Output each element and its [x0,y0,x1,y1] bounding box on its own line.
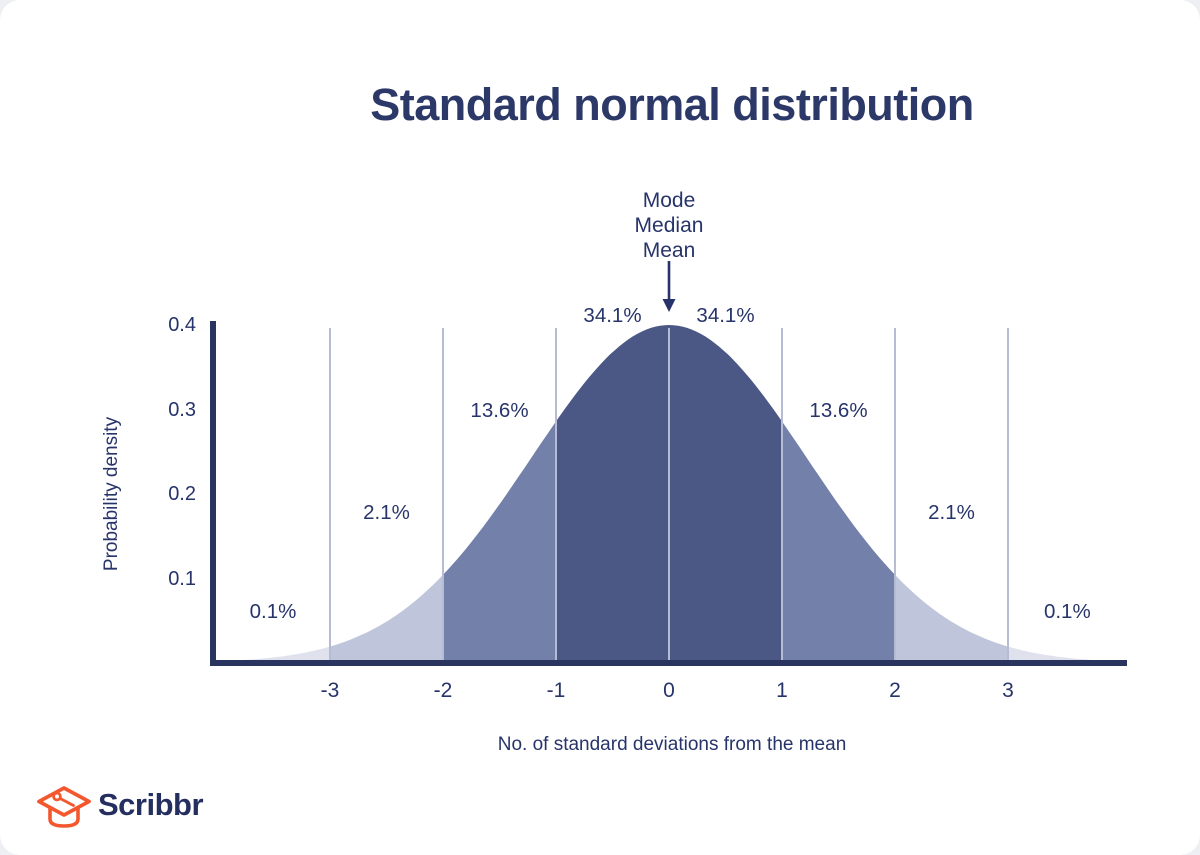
x-tick--2: -2 [433,679,453,702]
bell-region-34.1pct-4 [669,325,782,663]
percent-label-4-34.1pct: 34.1% [696,304,755,327]
x-tick-0: 0 [663,679,675,702]
annotation-line-mode: Mode [642,189,696,212]
percent-label-2-13.6pct: 13.6% [470,399,529,422]
x-axis-label: No. of standard deviations from the mean [497,734,847,755]
x-tick-3: 3 [1002,679,1014,702]
central-tendency-annotation: Mode Median Mean [635,188,704,263]
x-tick-1: 1 [776,679,788,702]
bell-region-0.1pct-0 [216,646,330,663]
x-tick--1: -1 [546,679,566,702]
bell-region-0.1pct-7 [1008,646,1127,663]
y-tick-0.1: 0.1 [168,567,196,590]
scribbr-logo: Scribbr [36,784,276,834]
y-tick-0.4: 0.4 [168,314,196,336]
logo-wordmark: Scribbr [98,787,204,822]
bell-region-2.1pct-6 [895,574,1008,663]
annotation-line-median: Median [634,214,704,237]
y-tick-0.2: 0.2 [168,483,196,505]
chart-title: Standard normal distribution [370,79,974,130]
percent-label-0-0.1pct: 0.1% [249,600,297,623]
y-axis-label: Probability density [101,416,122,572]
bell-region-13.6pct-2 [443,421,556,663]
percent-label-6-2.1pct: 2.1% [928,501,975,524]
annotation-arrow-head [662,299,676,312]
percent-label-1-2.1pct: 2.1% [363,501,410,524]
bell-region-13.6pct-5 [782,421,895,663]
percent-label-5-13.6pct: 13.6% [809,399,868,422]
graduation-cap-icon [37,786,91,828]
bell-region-34.1pct-3 [556,325,669,663]
annotation-line-mean: Mean [642,239,696,262]
y-tick-0.3: 0.3 [168,398,196,421]
percent-label-7-0.1pct: 0.1% [1043,600,1091,623]
percent-label-3-34.1pct: 34.1% [583,304,642,327]
bell-region-2.1pct-1 [330,574,443,663]
x-tick-2: 2 [889,679,901,702]
x-tick--3: -3 [320,679,340,702]
